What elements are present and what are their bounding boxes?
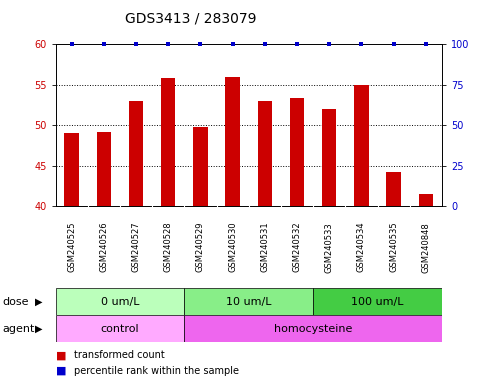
Text: GSM240531: GSM240531 <box>260 222 270 273</box>
Bar <box>56 315 185 342</box>
Text: GSM240535: GSM240535 <box>389 222 398 273</box>
Text: control: control <box>100 324 139 334</box>
Text: transformed count: transformed count <box>74 351 165 361</box>
Text: 100 um/L: 100 um/L <box>351 297 404 307</box>
Text: GSM240526: GSM240526 <box>99 222 108 273</box>
Bar <box>161 78 175 206</box>
Text: GSM240532: GSM240532 <box>293 222 301 273</box>
Text: ▶: ▶ <box>35 297 43 307</box>
Text: GSM240530: GSM240530 <box>228 222 237 273</box>
Text: ■: ■ <box>56 366 66 376</box>
Text: GSM240527: GSM240527 <box>131 222 141 273</box>
Text: homocysteine: homocysteine <box>274 324 352 334</box>
Bar <box>97 132 111 206</box>
Text: GSM240528: GSM240528 <box>164 222 173 273</box>
Bar <box>354 84 369 206</box>
Bar <box>257 101 272 206</box>
Text: ■: ■ <box>56 351 66 361</box>
Text: GSM240529: GSM240529 <box>196 222 205 272</box>
Bar <box>322 109 337 206</box>
Text: GSM240534: GSM240534 <box>357 222 366 273</box>
Text: GSM240533: GSM240533 <box>325 222 334 273</box>
Bar <box>290 98 304 206</box>
Bar <box>313 288 442 315</box>
Text: agent: agent <box>2 324 35 334</box>
Bar <box>185 315 442 342</box>
Text: GDS3413 / 283079: GDS3413 / 283079 <box>125 12 256 25</box>
Bar <box>185 288 313 315</box>
Text: dose: dose <box>2 297 29 307</box>
Text: GSM240525: GSM240525 <box>67 222 76 272</box>
Bar <box>193 127 208 206</box>
Text: ▶: ▶ <box>35 324 43 334</box>
Text: percentile rank within the sample: percentile rank within the sample <box>74 366 239 376</box>
Bar <box>64 133 79 206</box>
Text: GSM240848: GSM240848 <box>421 222 430 273</box>
Text: 0 um/L: 0 um/L <box>100 297 139 307</box>
Text: 10 um/L: 10 um/L <box>226 297 271 307</box>
Bar <box>419 194 433 206</box>
Bar <box>129 101 143 206</box>
Bar <box>226 77 240 206</box>
Bar <box>56 288 185 315</box>
Bar <box>386 172 401 206</box>
